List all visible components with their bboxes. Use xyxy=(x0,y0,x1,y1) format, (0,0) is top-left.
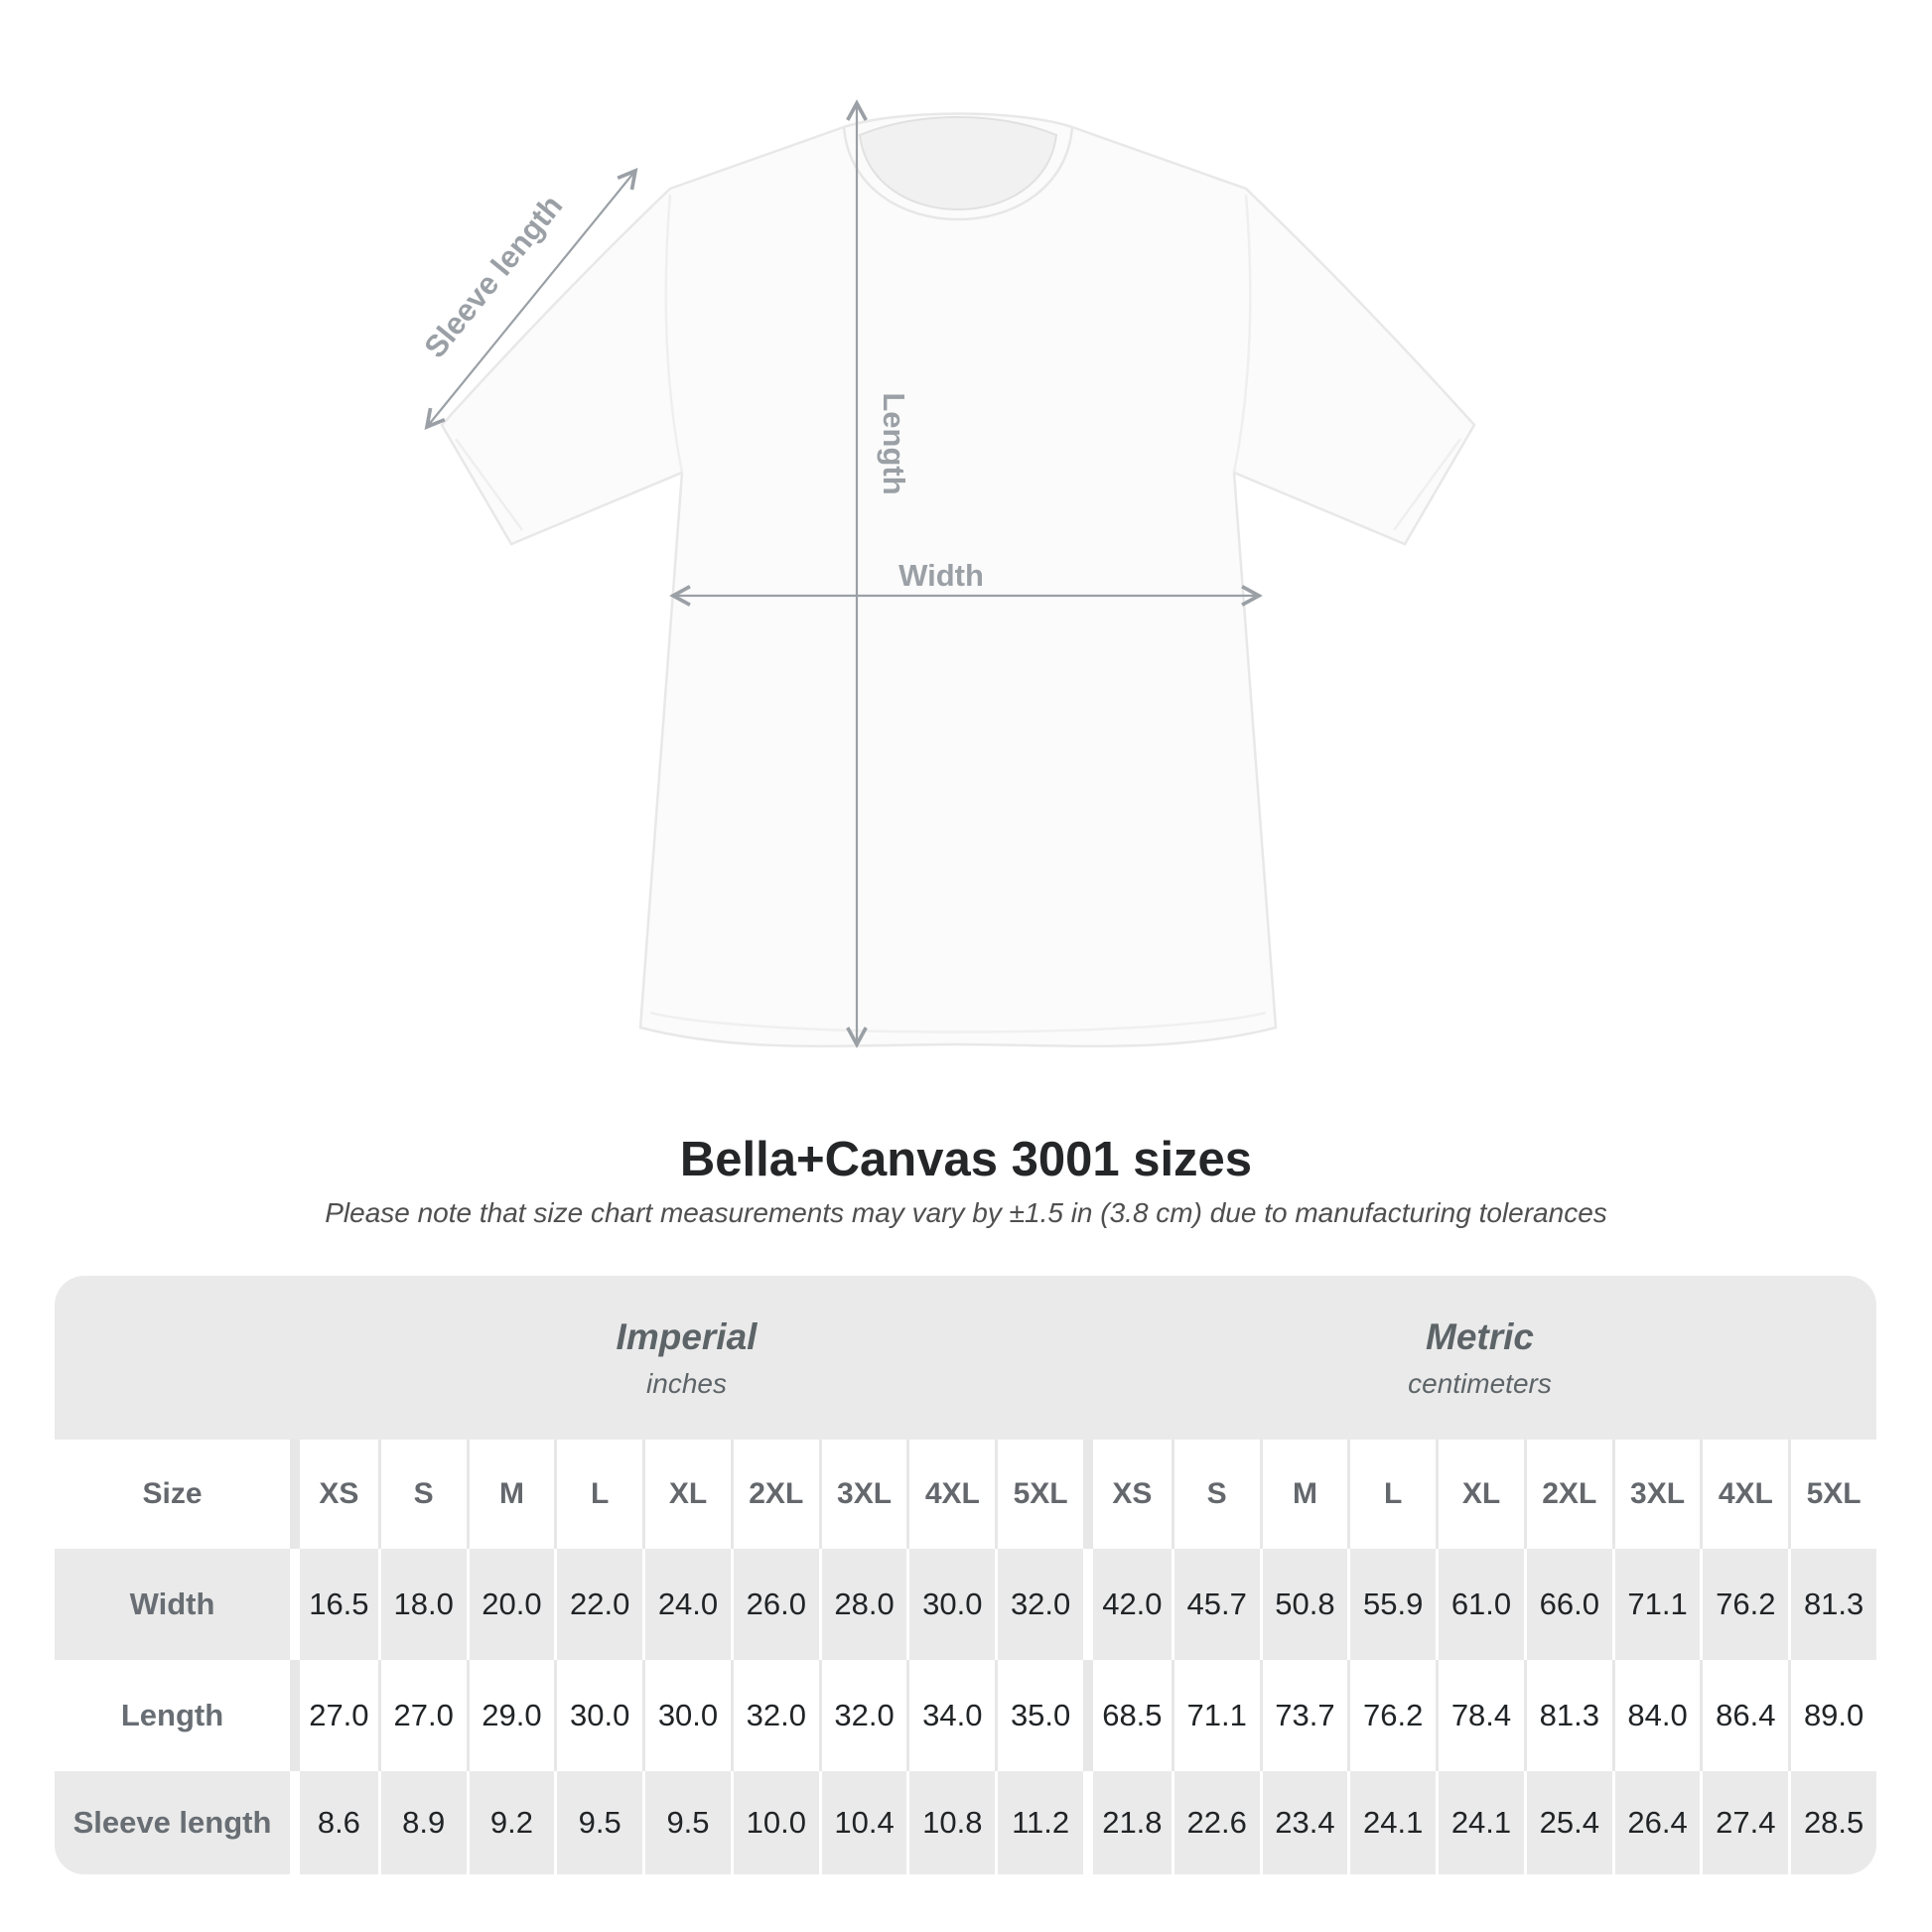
row-label-sleeve-length: Sleeve length xyxy=(55,1771,290,1874)
row-label-length: Length xyxy=(55,1660,290,1771)
value-imperial-sleeve-length-xs: 8.6 xyxy=(290,1771,378,1874)
section-imperial-name: Imperial xyxy=(616,1315,758,1357)
value-imperial-sleeve-length-xl: 9.5 xyxy=(642,1771,731,1874)
value-imperial-length-3xl: 32.0 xyxy=(818,1660,907,1771)
value-imperial-width-s: 18.0 xyxy=(377,1549,467,1660)
value-metric-sleeve-length-3xl: 26.4 xyxy=(1611,1771,1701,1874)
value-metric-width-4xl: 76.2 xyxy=(1700,1549,1789,1660)
size-header-imperial-xl: XL xyxy=(642,1440,731,1549)
value-metric-sleeve-length-s: 22.6 xyxy=(1171,1771,1260,1874)
value-metric-width-xs: 42.0 xyxy=(1083,1549,1172,1660)
value-metric-length-l: 76.2 xyxy=(1347,1660,1437,1771)
size-header-metric-3xl: 3XL xyxy=(1611,1440,1701,1549)
value-imperial-width-4xl: 30.0 xyxy=(906,1549,996,1660)
size-header-imperial-m: M xyxy=(466,1440,555,1549)
size-header-imperial-l: L xyxy=(554,1440,643,1549)
value-metric-width-2xl: 66.0 xyxy=(1523,1549,1612,1660)
value-metric-sleeve-length-xs: 21.8 xyxy=(1083,1771,1172,1874)
size-header-imperial-5xl: 5XL xyxy=(995,1440,1083,1549)
section-header-imperial: Imperial inches xyxy=(290,1276,1083,1440)
value-imperial-sleeve-length-4xl: 10.8 xyxy=(906,1771,996,1874)
section-metric-name: Metric xyxy=(1426,1315,1534,1357)
sleeve-length-arrow xyxy=(424,168,638,430)
size-header-metric-s: S xyxy=(1171,1440,1260,1549)
size-header-imperial-2xl: 2XL xyxy=(730,1440,819,1549)
value-metric-length-xs: 68.5 xyxy=(1083,1660,1172,1771)
width-annotation: Width xyxy=(898,558,984,593)
value-metric-width-s: 45.7 xyxy=(1171,1549,1260,1660)
value-imperial-sleeve-length-l: 9.5 xyxy=(554,1771,643,1874)
value-imperial-width-l: 22.0 xyxy=(554,1549,643,1660)
size-header-metric-2xl: 2XL xyxy=(1523,1440,1612,1549)
size-header-imperial-4xl: 4XL xyxy=(906,1440,996,1549)
size-header-metric-l: L xyxy=(1347,1440,1437,1549)
value-metric-length-m: 73.7 xyxy=(1259,1660,1348,1771)
value-imperial-width-2xl: 26.0 xyxy=(730,1549,819,1660)
row-label-width: Width xyxy=(55,1549,290,1660)
value-imperial-length-l: 30.0 xyxy=(554,1660,643,1771)
value-imperial-length-m: 29.0 xyxy=(466,1660,555,1771)
value-imperial-length-2xl: 32.0 xyxy=(730,1660,819,1771)
size-header-metric-xs: XS xyxy=(1083,1440,1172,1549)
value-imperial-length-s: 27.0 xyxy=(377,1660,467,1771)
value-metric-length-s: 71.1 xyxy=(1171,1660,1260,1771)
table-band-corner xyxy=(55,1276,290,1440)
value-metric-length-5xl: 89.0 xyxy=(1788,1660,1876,1771)
tshirt-measurement-diagram: Sleeve length Length Width xyxy=(417,99,1476,1048)
size-table-grid: Imperial inches Metric centimeters Size X… xyxy=(55,1276,1876,1874)
value-imperial-sleeve-length-2xl: 10.0 xyxy=(730,1771,819,1874)
value-imperial-length-xl: 30.0 xyxy=(642,1660,731,1771)
value-metric-sleeve-length-2xl: 25.4 xyxy=(1523,1771,1612,1874)
value-metric-width-m: 50.8 xyxy=(1259,1549,1348,1660)
value-imperial-sleeve-length-s: 8.9 xyxy=(377,1771,467,1874)
size-column-header: Size xyxy=(55,1440,290,1549)
value-metric-sleeve-length-l: 24.1 xyxy=(1347,1771,1437,1874)
value-metric-sleeve-length-5xl: 28.5 xyxy=(1788,1771,1876,1874)
value-imperial-length-5xl: 35.0 xyxy=(995,1660,1083,1771)
value-imperial-width-5xl: 32.0 xyxy=(995,1549,1083,1660)
value-metric-length-xl: 78.4 xyxy=(1436,1660,1524,1771)
section-header-metric: Metric centimeters xyxy=(1083,1276,1876,1440)
value-metric-sleeve-length-4xl: 27.4 xyxy=(1700,1771,1789,1874)
value-metric-width-3xl: 71.1 xyxy=(1611,1549,1701,1660)
value-imperial-width-m: 20.0 xyxy=(466,1549,555,1660)
value-metric-sleeve-length-xl: 24.1 xyxy=(1436,1771,1524,1874)
value-imperial-length-xs: 27.0 xyxy=(290,1660,378,1771)
size-header-imperial-s: S xyxy=(377,1440,467,1549)
value-metric-length-3xl: 84.0 xyxy=(1611,1660,1701,1771)
value-imperial-sleeve-length-m: 9.2 xyxy=(466,1771,555,1874)
value-imperial-width-3xl: 28.0 xyxy=(818,1549,907,1660)
value-imperial-sleeve-length-3xl: 10.4 xyxy=(818,1771,907,1874)
length-annotation: Length xyxy=(877,392,911,494)
size-header-metric-xl: XL xyxy=(1436,1440,1524,1549)
value-metric-width-l: 55.9 xyxy=(1347,1549,1437,1660)
size-header-metric-4xl: 4XL xyxy=(1700,1440,1789,1549)
size-header-imperial-3xl: 3XL xyxy=(818,1440,907,1549)
page-subtitle: Please note that size chart measurements… xyxy=(325,1197,1607,1228)
value-metric-sleeve-length-m: 23.4 xyxy=(1259,1771,1348,1874)
value-metric-width-xl: 61.0 xyxy=(1436,1549,1524,1660)
value-metric-length-4xl: 86.4 xyxy=(1700,1660,1789,1771)
value-imperial-length-4xl: 34.0 xyxy=(906,1660,996,1771)
size-table: Imperial inches Metric centimeters Size X… xyxy=(55,1276,1876,1874)
value-imperial-width-xs: 16.5 xyxy=(290,1549,378,1660)
value-imperial-width-xl: 24.0 xyxy=(642,1549,731,1660)
size-header-imperial-xs: XS xyxy=(290,1440,378,1549)
section-metric-unit: centimeters xyxy=(1408,1367,1552,1399)
section-imperial-unit: inches xyxy=(646,1367,727,1399)
page-title: Bella+Canvas 3001 sizes xyxy=(679,1133,1253,1186)
size-header-metric-m: M xyxy=(1259,1440,1348,1549)
value-imperial-sleeve-length-5xl: 11.2 xyxy=(995,1771,1083,1874)
value-metric-width-5xl: 81.3 xyxy=(1788,1549,1876,1660)
tshirt-image xyxy=(440,112,1476,1048)
value-metric-length-2xl: 81.3 xyxy=(1523,1660,1612,1771)
size-header-metric-5xl: 5XL xyxy=(1788,1440,1876,1549)
